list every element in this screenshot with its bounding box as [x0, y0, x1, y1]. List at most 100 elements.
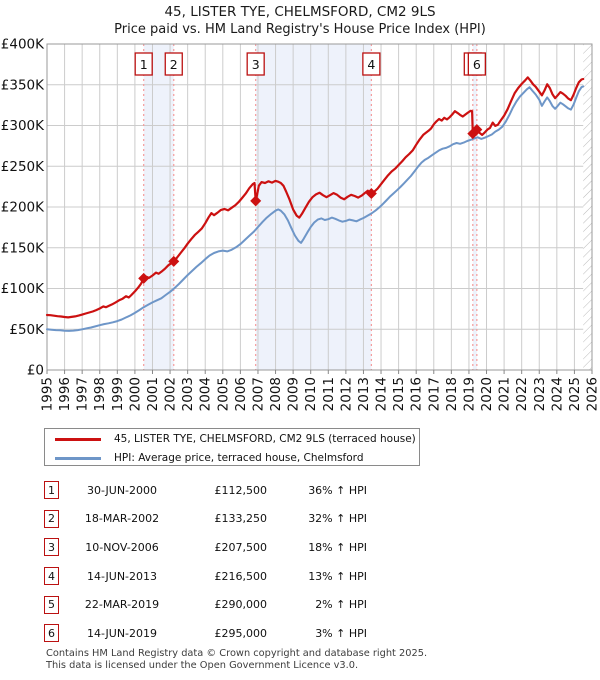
sale-hpi-delta: 36% ↑ HPI [308, 483, 367, 497]
x-axis-label: 2012 [338, 377, 354, 411]
legend-row-hpi: HPI: Average price, terraced house, Chel… [45, 449, 419, 467]
sale-number-box [246, 52, 265, 76]
sale-marker [471, 124, 483, 136]
y-axis-label: £250K [1, 159, 45, 175]
sale-number-badge: 2 [44, 509, 59, 528]
sale-number-box [362, 52, 381, 76]
sale-hpi-delta: 13% ↑ HPI [308, 569, 367, 583]
x-axis-label: 2007 [250, 377, 266, 411]
y-axis-label: £300K [1, 118, 45, 134]
sale-price: £295,000 [214, 626, 268, 640]
sale-price: £133,250 [214, 512, 268, 526]
sale-marker [138, 272, 150, 284]
sale-marker [365, 188, 377, 200]
page-subtitle: Price paid vs. HM Land Registry's House … [114, 22, 486, 37]
legend-label-hpi: HPI: Average price, terraced house, Chel… [114, 452, 364, 464]
sale-date: 14-JUN-2019 [86, 626, 158, 640]
y-axis-label: £100K [1, 281, 45, 297]
hpi-line-swatch-icon [55, 456, 101, 460]
sale-price: £207,500 [214, 540, 268, 554]
x-axis-label: 2016 [409, 377, 425, 411]
sales-table: 1 30-JUN-2000 £112,500 36% ↑ HPI 2 18-MAR-200… [44, 476, 384, 648]
legend-label-price: 45, LISTER TYE, CHELMSFORD, CM2 9LS (ter… [114, 433, 416, 445]
x-axis-label: 1995 [40, 377, 56, 411]
y-axis-label: £400K [1, 37, 45, 53]
legend-row-price: 45, LISTER TYE, CHELMSFORD, CM2 9LS (ter… [45, 430, 419, 448]
x-axis-label: 2000 [127, 377, 143, 411]
x-axis-label: 2002 [163, 377, 179, 411]
x-axis-label: 1996 [57, 377, 73, 411]
chart-legend: 45, LISTER TYE, CHELMSFORD, CM2 9LS (ter… [44, 428, 420, 466]
y-axis-label: £50K [9, 322, 45, 338]
sale-hpi-delta: 3% ↑ HPI [315, 626, 367, 640]
y-axis-label: £150K [1, 240, 45, 256]
x-axis-label: 1999 [110, 377, 126, 411]
x-axis-label: 2004 [198, 377, 214, 411]
hpi-line [46, 85, 585, 332]
sale-row: 5 22-MAR-2019 £290,000 2% ↑ HPI [44, 590, 384, 619]
x-axis-label: 2017 [426, 377, 442, 411]
x-axis-label: 2022 [514, 377, 530, 411]
x-axis-label: 2015 [391, 377, 407, 411]
x-axis-label: 2001 [145, 377, 161, 411]
x-axis-label: 2021 [497, 377, 513, 411]
x-axis-label: 2009 [286, 377, 302, 411]
sale-number-box-label: 1 [140, 57, 148, 72]
sale-number-badge: 1 [44, 481, 59, 500]
sale-number-badge: 4 [44, 567, 59, 586]
sale-date: 22-MAR-2019 [84, 598, 160, 612]
x-axis-label: 2005 [215, 377, 231, 411]
sale-date: 10-NOV-2006 [85, 540, 159, 554]
x-axis-label: 2024 [549, 377, 565, 411]
x-axis-label: 2019 [461, 377, 477, 411]
x-axis-label: 2006 [233, 377, 249, 411]
x-axis-label: 2011 [321, 377, 337, 411]
sale-row: 4 14-JUN-2013 £216,500 13% ↑ HPI [44, 562, 384, 591]
sale-row: 3 10-NOV-2006 £207,500 18% ↑ HPI [44, 533, 384, 562]
x-axis-label: 1997 [75, 377, 91, 411]
sale-price: £216,500 [214, 569, 268, 583]
x-axis-label: 2003 [180, 377, 196, 411]
footer-line1: Contains HM Land Registry data © Crown c… [46, 648, 428, 659]
sale-marker [168, 255, 180, 267]
future-hatch-area [583, 44, 592, 370]
sale-row: 2 18-MAR-2002 £133,250 32% ↑ HPI [44, 505, 384, 534]
sale-number-box-label: 2 [170, 57, 178, 72]
x-axis-label: 1998 [92, 377, 108, 411]
y-axis-label: £0 [27, 363, 44, 379]
sale-number-box [467, 52, 486, 76]
x-axis-label: 2018 [444, 377, 460, 411]
x-axis-label: 2008 [268, 377, 284, 411]
sale-date: 14-JUN-2013 [86, 569, 158, 583]
plot-border [46, 43, 593, 371]
sale-hpi-delta: 32% ↑ HPI [308, 512, 367, 526]
sale-marker [250, 195, 262, 207]
sale-date: 30-JUN-2000 [86, 483, 158, 497]
page-title: 45, LISTER TYE, CHELMSFORD, CM2 9LS [164, 4, 436, 20]
footer-line2: This data is licensed under the Open Gov… [46, 659, 359, 671]
x-axis-label: 2013 [356, 377, 372, 411]
sale-price: £290,000 [214, 598, 268, 612]
x-axis-label: 2010 [303, 377, 319, 411]
sale-number-box [164, 52, 183, 76]
x-axis-label: 2023 [532, 377, 548, 411]
sale-row: 1 30-JUN-2000 £112,500 36% ↑ HPI [44, 476, 384, 505]
x-axis-label: 2014 [374, 377, 390, 411]
license-footer: Contains HM Land Registry data © Crown c… [46, 648, 427, 671]
price-line-swatch-icon [55, 437, 101, 441]
y-axis-label: £350K [1, 77, 45, 93]
sale-row: 6 14-JUN-2019 £295,000 3% ↑ HPI [44, 619, 384, 648]
sale-number-box-label: 4 [367, 57, 375, 72]
sale-hpi-delta: 2% ↑ HPI [315, 598, 367, 612]
sale-number-box-label: 3 [252, 57, 260, 72]
sale-number-box [134, 52, 153, 76]
sale-date: 18-MAR-2002 [84, 512, 160, 526]
sale-price: £112,500 [214, 483, 268, 497]
sale-number-badge: 3 [44, 538, 59, 557]
x-axis-label: 2025 [567, 377, 583, 411]
sale-number-box-label: 6 [473, 57, 481, 72]
sale-number-badge: 5 [44, 595, 59, 614]
x-axis-label: 2026 [585, 377, 600, 411]
